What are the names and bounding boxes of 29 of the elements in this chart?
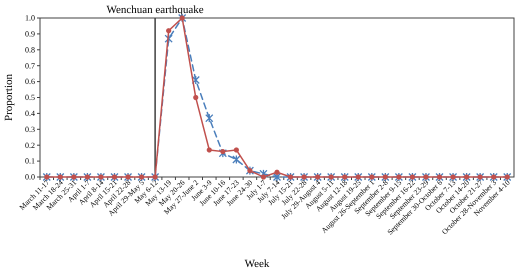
y-tick-label: 0.3 bbox=[25, 124, 35, 134]
x-axis-title: Week bbox=[244, 258, 270, 270]
y-tick-label: 0.2 bbox=[25, 140, 35, 150]
point bbox=[247, 168, 253, 174]
ref-line-label: Wenchuan earthquake bbox=[106, 4, 204, 16]
point bbox=[232, 154, 241, 164]
y-tick-label: 0.8 bbox=[25, 45, 35, 54]
y-axis-title: Proportion bbox=[3, 73, 15, 122]
point bbox=[164, 34, 173, 44]
y-tick-label: 0.0 bbox=[25, 172, 35, 182]
y-tick-label: 0.6 bbox=[25, 77, 35, 86]
point bbox=[220, 148, 226, 154]
point bbox=[274, 170, 280, 175]
point bbox=[192, 75, 200, 85]
point bbox=[166, 28, 172, 34]
y-tick-label: 0.1 bbox=[25, 156, 35, 166]
y-tick-label: 0.4 bbox=[25, 108, 35, 118]
y-tick-label: 1.0 bbox=[25, 14, 35, 23]
y-tick-label: 0.7 bbox=[25, 61, 35, 70]
y-tick-label: 0.9 bbox=[25, 29, 35, 38]
point bbox=[234, 147, 239, 153]
point bbox=[193, 94, 198, 100]
point bbox=[260, 174, 266, 180]
point bbox=[259, 169, 268, 178]
point bbox=[246, 166, 254, 176]
y-tick-label: 0.5 bbox=[25, 93, 35, 102]
point bbox=[206, 147, 212, 153]
point bbox=[218, 148, 227, 158]
point bbox=[205, 114, 214, 123]
